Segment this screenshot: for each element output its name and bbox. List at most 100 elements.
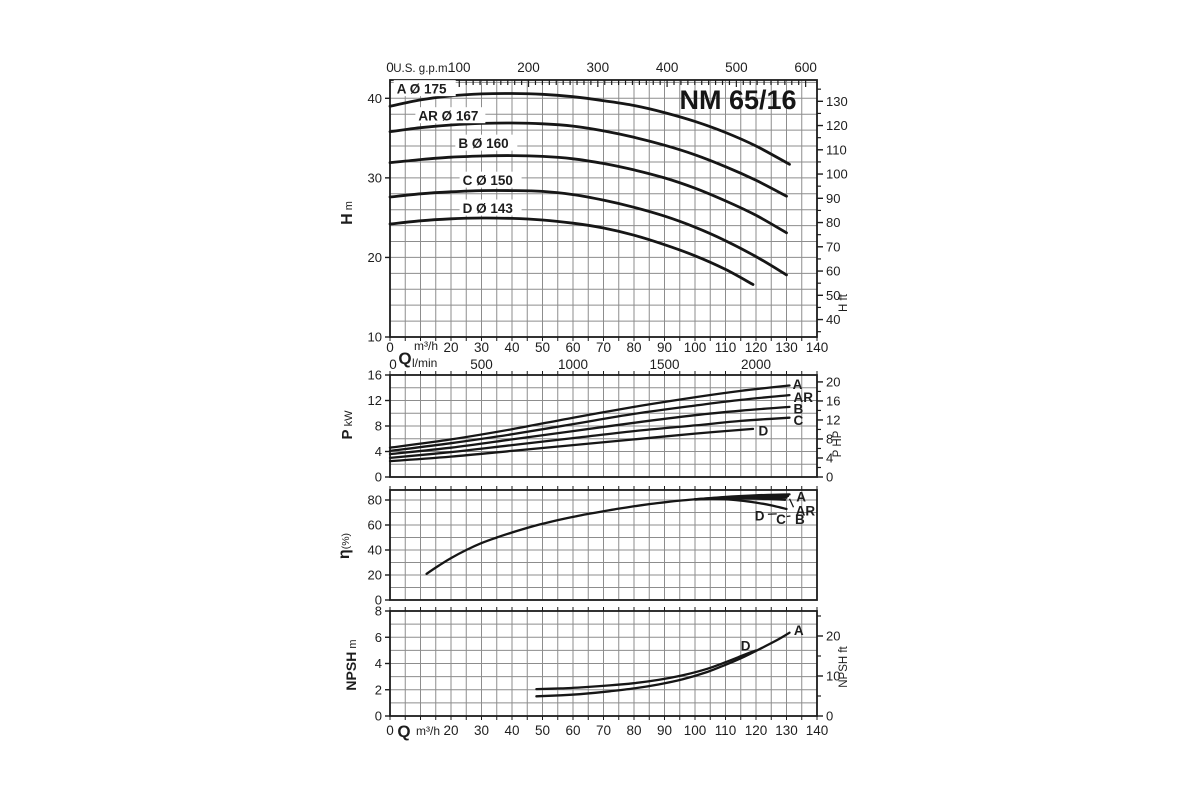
curve-label-C: C bbox=[776, 512, 786, 527]
curve-label-bg bbox=[415, 107, 486, 124]
q-m3h-tick-label: 50 bbox=[535, 340, 550, 355]
right-tick-label: 4 bbox=[826, 450, 833, 465]
curve-C-power bbox=[388, 416, 791, 460]
y-axis-title-part: NPSH bbox=[343, 652, 359, 691]
right-tick-label: 20 bbox=[826, 628, 840, 643]
q-m3h-bottom-tick-label: 140 bbox=[806, 723, 829, 738]
curve-label-A: AR Ø 167 bbox=[418, 109, 478, 124]
q-m3h-bottom-tick-label: 100 bbox=[684, 723, 707, 738]
q-m3h-tick-label: 110 bbox=[715, 340, 737, 355]
gpm-tick-label: 100 bbox=[448, 60, 471, 75]
q-m3h-tick-label: 90 bbox=[657, 340, 672, 355]
q-axis-symbol-bottom: Q bbox=[397, 722, 410, 741]
q-m3h-tick-label: 130 bbox=[775, 340, 798, 355]
y-axis-title-head: H m bbox=[339, 201, 356, 225]
right-tick-label: 10 bbox=[826, 668, 840, 683]
right-tick-label: 130 bbox=[826, 94, 848, 109]
curve-D-eff bbox=[693, 497, 788, 511]
right-tick-label: 0 bbox=[826, 470, 833, 485]
gpm-tick-label: 500 bbox=[725, 60, 748, 75]
y-tick-label: 30 bbox=[368, 170, 382, 185]
y-tick-label: 0 bbox=[375, 593, 382, 608]
curve-label-B: B bbox=[795, 512, 805, 527]
curve-label-A: A Ø 175 bbox=[397, 82, 447, 97]
curve-label-bg bbox=[393, 80, 456, 97]
q-axis-unit-m3h-bottom: m³/h bbox=[416, 724, 440, 738]
q-m3h-bottom-tick-label: 80 bbox=[626, 723, 641, 738]
q-m3h-tick-label: 20 bbox=[443, 340, 458, 355]
y-tick-label: 16 bbox=[368, 368, 382, 383]
q-m3h-bottom-tick-label: 70 bbox=[596, 723, 611, 738]
right-tick-label: 40 bbox=[826, 312, 840, 327]
q-m3h-tick-label: 30 bbox=[474, 340, 489, 355]
curve-label-D: D bbox=[758, 423, 768, 438]
curve-label-A: A bbox=[796, 490, 806, 505]
curve-AR-power bbox=[388, 393, 791, 453]
curve-main-eff bbox=[425, 498, 697, 575]
curve-label-bg bbox=[459, 199, 522, 216]
y-tick-label: 80 bbox=[368, 493, 382, 508]
curve-D-head bbox=[388, 216, 755, 286]
q-m3h-tick-label: 0 bbox=[386, 340, 394, 355]
y-tick-label: 20 bbox=[368, 250, 382, 265]
right-tick-label: 12 bbox=[826, 412, 840, 427]
curve-B-head bbox=[388, 154, 788, 235]
right-tick-label: 100 bbox=[826, 167, 848, 182]
q-lmin-tick-label: 2000 bbox=[741, 357, 771, 372]
right-tick-label: 20 bbox=[826, 374, 840, 389]
curve-label-B: B bbox=[794, 401, 804, 416]
gpm-tick-label: 0 bbox=[386, 60, 394, 75]
q-m3h-bottom-tick-label: 0 bbox=[386, 723, 394, 738]
q-m3h-bottom-tick-label: 120 bbox=[745, 723, 768, 738]
curve-C-head bbox=[388, 189, 788, 277]
y-axis-title-part: P bbox=[339, 429, 356, 439]
q-m3h-tick-label: 120 bbox=[745, 340, 768, 355]
y-axis-title-part: kW bbox=[343, 410, 355, 430]
y-tick-label: 8 bbox=[375, 604, 382, 619]
gpm-tick-label: 200 bbox=[517, 60, 540, 75]
gpm-tick-label: 600 bbox=[794, 60, 817, 75]
q-m3h-bottom-tick-label: 20 bbox=[443, 723, 458, 738]
curve-label-A: A bbox=[793, 377, 803, 392]
y-axis-title-part: η bbox=[336, 549, 353, 559]
q-axis-unit-m3h: m³/h bbox=[414, 339, 438, 353]
y-axis-title-power: P kW bbox=[339, 410, 356, 440]
right-tick-label: 16 bbox=[826, 393, 840, 408]
curve-label-D: D Ø 143 bbox=[463, 201, 514, 216]
q-m3h-bottom-tick-label: 110 bbox=[715, 723, 737, 738]
y-axis-title-part: (%) bbox=[340, 533, 352, 549]
curve-label-D: D bbox=[755, 508, 765, 523]
curve-label-bg bbox=[459, 171, 522, 188]
label-leader bbox=[788, 498, 795, 508]
curve-label-B: B Ø 160 bbox=[458, 136, 508, 151]
q-m3h-tick-label: 40 bbox=[504, 340, 519, 355]
panel-npsh: 0 2 4 6 8 0 10 20 NPSH ft A D NPSH m bbox=[343, 604, 850, 724]
q-m3h-tick-label: 80 bbox=[626, 340, 641, 355]
right-tick-label: 110 bbox=[826, 142, 847, 157]
curve-D-npsh bbox=[535, 649, 758, 691]
y-tick-label: 4 bbox=[375, 444, 382, 459]
curve-D-power bbox=[388, 427, 755, 463]
y-axis-title-part: m bbox=[347, 639, 359, 651]
q-lmin-tick-label: 1000 bbox=[558, 357, 588, 372]
q-m3h-bottom-tick-label: 60 bbox=[565, 723, 580, 738]
y-axis-title-eff: η(%) bbox=[336, 533, 353, 559]
q-m3h-bottom-tick-label: 50 bbox=[535, 723, 550, 738]
q-axis-unit-lmin: l/min bbox=[412, 356, 437, 370]
y-tick-label: 0 bbox=[375, 709, 382, 724]
y-tick-label: 40 bbox=[368, 543, 382, 558]
y-axis-title-part: m bbox=[343, 201, 355, 213]
q-m3h-bottom-tick-label: 130 bbox=[775, 723, 798, 738]
y-tick-label: 6 bbox=[375, 630, 382, 645]
y-axis-title-part: H bbox=[339, 213, 356, 225]
q-lmin-tick-label: 1500 bbox=[649, 357, 679, 372]
curve-A-power bbox=[388, 384, 791, 449]
y-tick-label: 40 bbox=[368, 91, 382, 106]
curve-label-A: AR bbox=[794, 390, 814, 405]
gpm-axis-unit-label: U.S. g.p.m. bbox=[393, 63, 451, 75]
chart-title: NM 65/16 bbox=[679, 85, 796, 115]
